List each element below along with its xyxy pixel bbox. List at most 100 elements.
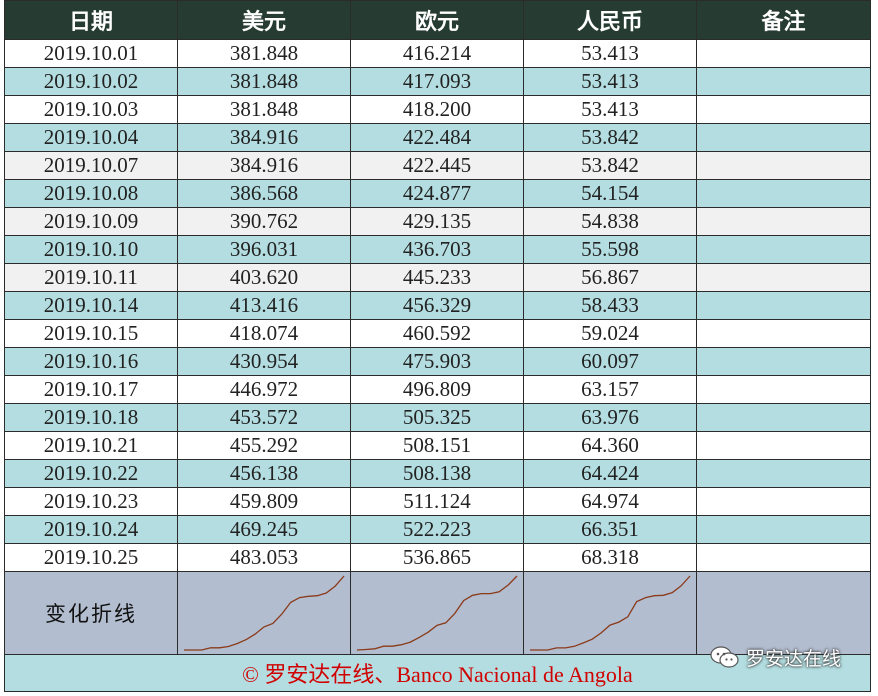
cell-note[interactable] xyxy=(696,403,871,432)
cell-usd[interactable]: 459.809 xyxy=(177,487,351,516)
cell-cny[interactable]: 54.154 xyxy=(523,179,697,208)
cell-date[interactable]: 2019.10.01 xyxy=(4,39,178,68)
cell-cny[interactable]: 63.976 xyxy=(523,403,697,432)
cell-eur[interactable]: 508.151 xyxy=(350,431,524,460)
cell-eur[interactable]: 445.233 xyxy=(350,263,524,292)
cell-note[interactable] xyxy=(696,95,871,124)
cell-date[interactable]: 2019.10.10 xyxy=(4,235,178,264)
cell-cny[interactable]: 60.097 xyxy=(523,347,697,376)
cell-cny[interactable]: 54.838 xyxy=(523,207,697,236)
cell-note[interactable] xyxy=(696,67,871,96)
cell-date[interactable]: 2019.10.04 xyxy=(4,123,178,152)
cell-cny[interactable]: 56.867 xyxy=(523,263,697,292)
cell-note[interactable] xyxy=(696,543,871,572)
cell-date[interactable]: 2019.10.24 xyxy=(4,515,178,544)
cell-usd[interactable]: 430.954 xyxy=(177,347,351,376)
cell-cny[interactable]: 59.024 xyxy=(523,319,697,348)
table-row: 2019.10.24 469.245 522.223 66.351 xyxy=(4,515,871,544)
cell-usd[interactable]: 403.620 xyxy=(177,263,351,292)
cell-eur[interactable]: 424.877 xyxy=(350,179,524,208)
cell-date[interactable]: 2019.10.21 xyxy=(4,431,178,460)
cell-date[interactable]: 2019.10.09 xyxy=(4,207,178,236)
cell-note[interactable] xyxy=(696,515,871,544)
cell-eur[interactable]: 511.124 xyxy=(350,487,524,516)
cell-usd[interactable]: 456.138 xyxy=(177,459,351,488)
cell-eur[interactable]: 429.135 xyxy=(350,207,524,236)
cell-usd[interactable]: 381.848 xyxy=(177,67,351,96)
cell-usd[interactable]: 453.572 xyxy=(177,403,351,432)
cell-usd[interactable]: 418.074 xyxy=(177,319,351,348)
cell-date[interactable]: 2019.10.14 xyxy=(4,291,178,320)
cell-eur[interactable]: 456.329 xyxy=(350,291,524,320)
cell-cny[interactable]: 63.157 xyxy=(523,375,697,404)
cell-note[interactable] xyxy=(696,487,871,516)
cell-usd[interactable]: 396.031 xyxy=(177,235,351,264)
cell-cny[interactable]: 68.318 xyxy=(523,543,697,572)
cell-usd[interactable]: 446.972 xyxy=(177,375,351,404)
cell-note[interactable] xyxy=(696,375,871,404)
cell-cny[interactable]: 64.974 xyxy=(523,487,697,516)
cell-note[interactable] xyxy=(696,347,871,376)
cell-usd[interactable]: 455.292 xyxy=(177,431,351,460)
cell-usd[interactable]: 390.762 xyxy=(177,207,351,236)
cell-note[interactable] xyxy=(696,431,871,460)
cell-cny[interactable]: 58.433 xyxy=(523,291,697,320)
cell-note[interactable] xyxy=(696,263,871,292)
cell-eur[interactable]: 422.445 xyxy=(350,151,524,180)
cell-date[interactable]: 2019.10.25 xyxy=(4,543,178,572)
cell-date[interactable]: 2019.10.17 xyxy=(4,375,178,404)
cell-eur[interactable]: 508.138 xyxy=(350,459,524,488)
cell-cny[interactable]: 53.413 xyxy=(523,67,697,96)
cell-eur[interactable]: 422.484 xyxy=(350,123,524,152)
cell-date[interactable]: 2019.10.11 xyxy=(4,263,178,292)
cell-date[interactable]: 2019.10.07 xyxy=(4,151,178,180)
cell-eur[interactable]: 436.703 xyxy=(350,235,524,264)
eur-sparkline xyxy=(356,575,518,651)
cell-eur[interactable]: 416.214 xyxy=(350,39,524,68)
cell-note[interactable] xyxy=(696,319,871,348)
cell-usd[interactable]: 381.848 xyxy=(177,95,351,124)
cell-date[interactable]: 2019.10.15 xyxy=(4,319,178,348)
cell-usd[interactable]: 469.245 xyxy=(177,515,351,544)
cell-date[interactable]: 2019.10.02 xyxy=(4,67,178,96)
cell-date[interactable]: 2019.10.16 xyxy=(4,347,178,376)
cell-eur[interactable]: 536.865 xyxy=(350,543,524,572)
cell-cny[interactable]: 64.424 xyxy=(523,459,697,488)
cell-usd[interactable]: 386.568 xyxy=(177,179,351,208)
cell-note[interactable] xyxy=(696,459,871,488)
cell-note[interactable] xyxy=(696,235,871,264)
cell-cny[interactable]: 53.413 xyxy=(523,95,697,124)
cell-note[interactable] xyxy=(696,207,871,236)
cell-usd[interactable]: 384.916 xyxy=(177,151,351,180)
cell-cny[interactable]: 55.598 xyxy=(523,235,697,264)
cell-note[interactable] xyxy=(696,291,871,320)
watermark-text: 罗安达在线 xyxy=(746,647,842,670)
cell-date[interactable]: 2019.10.08 xyxy=(4,179,178,208)
cell-usd[interactable]: 381.848 xyxy=(177,39,351,68)
cell-eur[interactable]: 496.809 xyxy=(350,375,524,404)
cell-date[interactable]: 2019.10.23 xyxy=(4,487,178,516)
cell-date[interactable]: 2019.10.18 xyxy=(4,403,178,432)
cell-date[interactable]: 2019.10.22 xyxy=(4,459,178,488)
cell-cny[interactable]: 53.413 xyxy=(523,39,697,68)
cell-eur[interactable]: 417.093 xyxy=(350,67,524,96)
cell-cny[interactable]: 53.842 xyxy=(523,151,697,180)
cell-note[interactable] xyxy=(696,39,871,68)
cny-sparkline-cell xyxy=(523,571,697,655)
cell-cny[interactable]: 64.360 xyxy=(523,431,697,460)
cell-eur[interactable]: 522.223 xyxy=(350,515,524,544)
cell-eur[interactable]: 505.325 xyxy=(350,403,524,432)
cell-cny[interactable]: 66.351 xyxy=(523,515,697,544)
cell-date[interactable]: 2019.10.03 xyxy=(4,95,178,124)
cell-usd[interactable]: 384.916 xyxy=(177,123,351,152)
table-row: 2019.10.10 396.031 436.703 55.598 xyxy=(4,235,871,264)
cell-note[interactable] xyxy=(696,151,871,180)
cell-usd[interactable]: 413.416 xyxy=(177,291,351,320)
cell-eur[interactable]: 475.903 xyxy=(350,347,524,376)
cell-eur[interactable]: 418.200 xyxy=(350,95,524,124)
cell-note[interactable] xyxy=(696,123,871,152)
cell-note[interactable] xyxy=(696,179,871,208)
cell-eur[interactable]: 460.592 xyxy=(350,319,524,348)
cell-cny[interactable]: 53.842 xyxy=(523,123,697,152)
cell-usd[interactable]: 483.053 xyxy=(177,543,351,572)
